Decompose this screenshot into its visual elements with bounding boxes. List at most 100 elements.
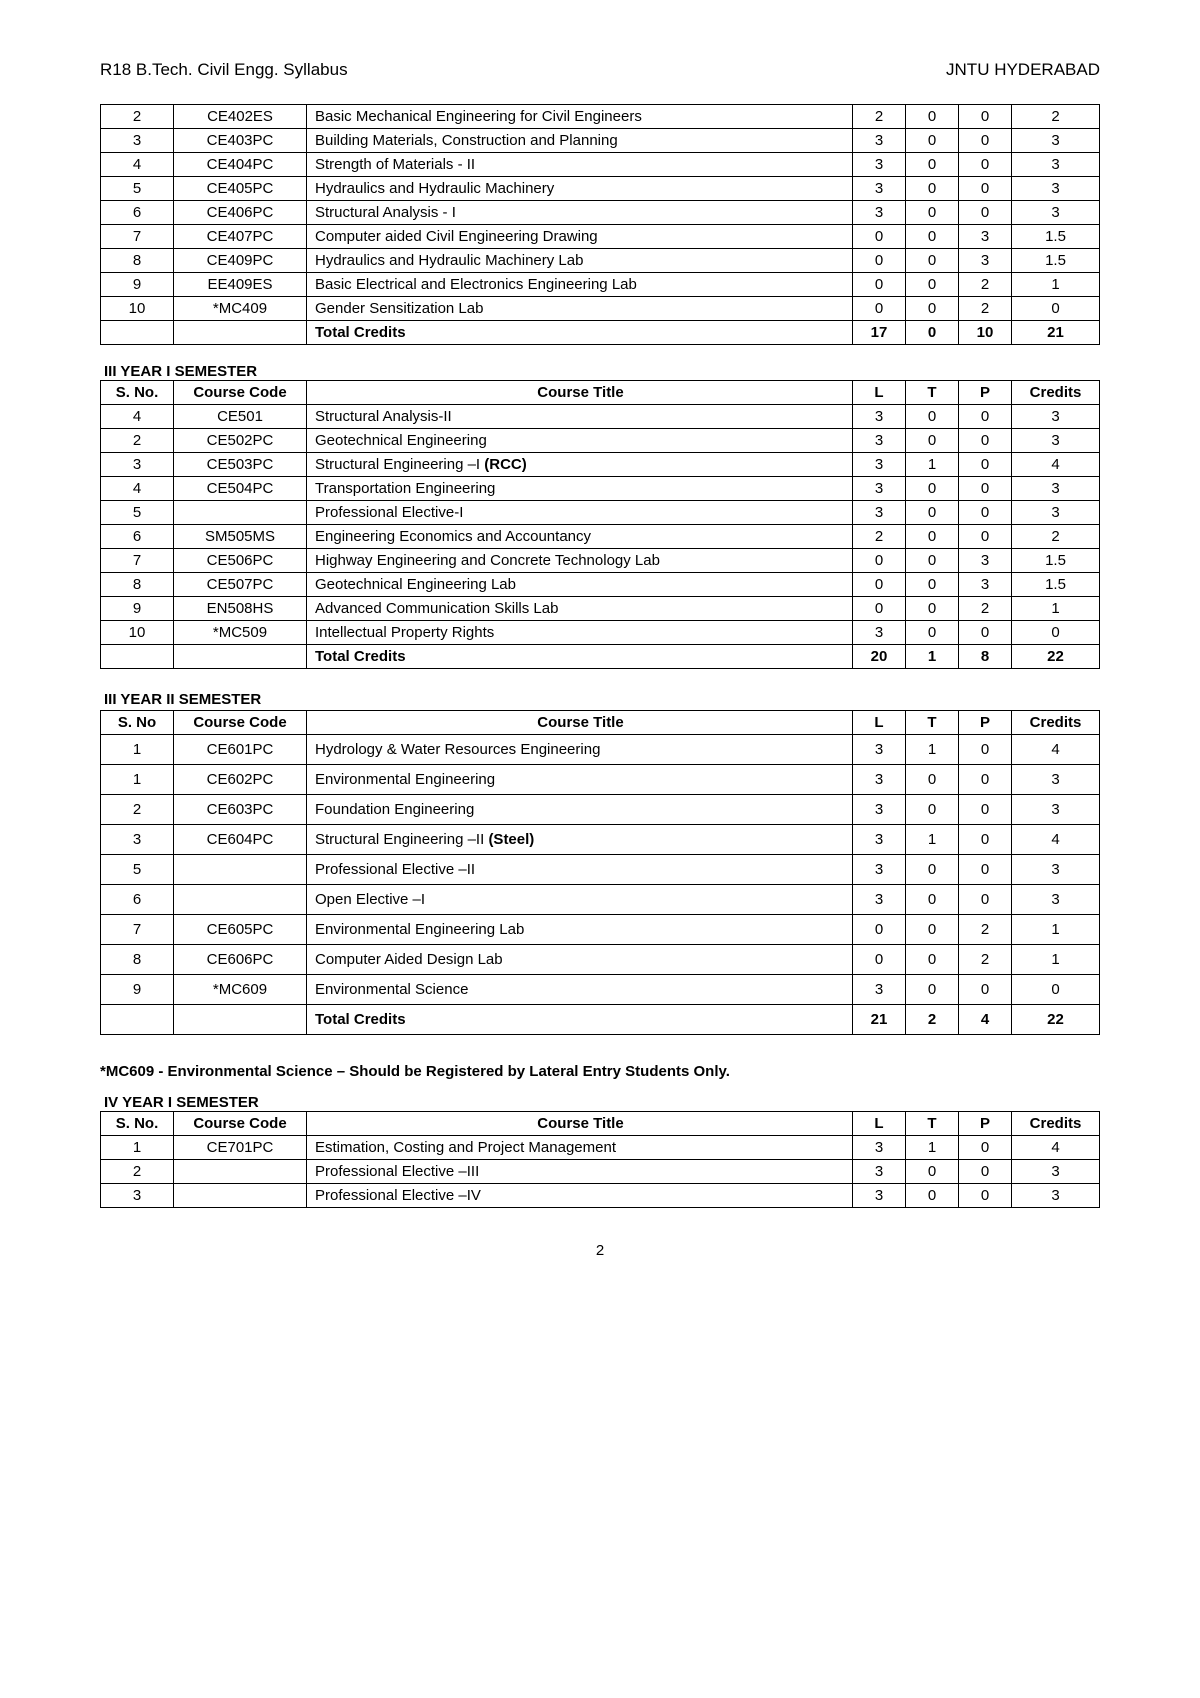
total-l: 20 <box>853 645 906 669</box>
total-row: Total Credits201822 <box>101 645 1100 669</box>
cell-p: 0 <box>959 1160 1012 1184</box>
cell-sno: 7 <box>101 225 174 249</box>
cell-p: 3 <box>959 249 1012 273</box>
cell-c: 4 <box>1012 1136 1100 1160</box>
cell-title: Basic Mechanical Engineering for Civil E… <box>307 105 853 129</box>
table-row: 3Professional Elective –IV3003 <box>101 1184 1100 1208</box>
cell-l: 2 <box>853 525 906 549</box>
cell-l: 3 <box>853 129 906 153</box>
total-l: 17 <box>853 321 906 345</box>
cell-sno: 3 <box>101 129 174 153</box>
cell-p: 0 <box>959 129 1012 153</box>
total-label: Total Credits <box>307 645 853 669</box>
cell-t: 0 <box>906 273 959 297</box>
cell-l: 3 <box>853 405 906 429</box>
cell-t: 1 <box>906 453 959 477</box>
table-row: 10*MC509Intellectual Property Rights3000 <box>101 621 1100 645</box>
table-row: 1CE701PCEstimation, Costing and Project … <box>101 1136 1100 1160</box>
table-row: 6SM505MSEngineering Economics and Accoun… <box>101 525 1100 549</box>
col-p-header: P <box>959 381 1012 405</box>
cell-code: CE604PC <box>174 825 307 855</box>
cell-title: Hydraulics and Hydraulic Machinery Lab <box>307 249 853 273</box>
cell-l: 3 <box>853 453 906 477</box>
cell-c: 0 <box>1012 297 1100 321</box>
cell-sno: 2 <box>101 795 174 825</box>
cell-sno: 3 <box>101 453 174 477</box>
cell-c: 3 <box>1012 429 1100 453</box>
cell-p: 0 <box>959 975 1012 1005</box>
table-1: 2 CE402ESBasic Mechanical Engineering for… <box>100 104 1100 345</box>
col-l-header: L <box>853 1112 906 1136</box>
cell-t: 0 <box>906 105 959 129</box>
cell-sno: 8 <box>101 573 174 597</box>
cell-l: 3 <box>853 825 906 855</box>
cell-title: Geotechnical Engineering <box>307 429 853 453</box>
cell-code: CE405PC <box>174 177 307 201</box>
cell-l: 3 <box>853 621 906 645</box>
cell-p: 2 <box>959 297 1012 321</box>
cell-l: 3 <box>853 1184 906 1208</box>
cell-t: 0 <box>906 885 959 915</box>
header-right: JNTU HYDERABAD <box>946 60 1100 80</box>
table-row: 2CE402ESBasic Mechanical Engineering for… <box>101 105 1100 129</box>
cell-code: CE605PC <box>174 915 307 945</box>
cell-l: 3 <box>853 201 906 225</box>
table-row: 7CE605PCEnvironmental Engineering Lab002… <box>101 915 1100 945</box>
cell-t: 0 <box>906 153 959 177</box>
cell-p: 2 <box>959 915 1012 945</box>
cell-t: 0 <box>906 477 959 501</box>
cell-sno: 6 <box>101 525 174 549</box>
cell-code: EN508HS <box>174 597 307 621</box>
cell-t: 1 <box>906 1136 959 1160</box>
cell-t: 0 <box>906 501 959 525</box>
cell-title: Structural Engineering –II (Steel) <box>307 825 853 855</box>
title-text: Structural Engineering –II <box>315 831 488 848</box>
col-sno-header: S. No <box>101 711 174 735</box>
table-row: 8CE507PCGeotechnical Engineering Lab0031… <box>101 573 1100 597</box>
cell-title: Environmental Science <box>307 975 853 1005</box>
cell-p: 0 <box>959 177 1012 201</box>
table-row: 1CE601PCHydrology & Water Resources Engi… <box>101 735 1100 765</box>
total-p: 10 <box>959 321 1012 345</box>
cell-l: 3 <box>853 177 906 201</box>
cell-code: CE504PC <box>174 477 307 501</box>
cell-title: Strength of Materials - II <box>307 153 853 177</box>
cell-sno <box>101 1005 174 1035</box>
cell-sno: 3 <box>101 1184 174 1208</box>
cell-p: 3 <box>959 573 1012 597</box>
cell-p: 0 <box>959 105 1012 129</box>
title-bold: (RCC) <box>484 456 527 473</box>
cell-p: 0 <box>959 795 1012 825</box>
cell-l: 3 <box>853 1136 906 1160</box>
cell-title: Hydrology & Water Resources Engineering <box>307 735 853 765</box>
cell-p: 3 <box>959 225 1012 249</box>
cell-code: CE602PC <box>174 765 307 795</box>
total-t: 0 <box>906 321 959 345</box>
cell-p: 0 <box>959 855 1012 885</box>
cell-sno: 1 <box>101 765 174 795</box>
cell-c: 3 <box>1012 129 1100 153</box>
cell-title: Advanced Communication Skills Lab <box>307 597 853 621</box>
cell-sno: 3 <box>101 825 174 855</box>
table-row: 4CE504PCTransportation Engineering3003 <box>101 477 1100 501</box>
total-row: Total Credits212422 <box>101 1005 1100 1035</box>
cell-p: 0 <box>959 621 1012 645</box>
cell-code: CE402ES <box>174 105 307 129</box>
cell-t: 0 <box>906 429 959 453</box>
header-left: R18 B.Tech. Civil Engg. Syllabus <box>100 60 348 80</box>
cell-code: *MC609 <box>174 975 307 1005</box>
page-header: R18 B.Tech. Civil Engg. Syllabus JNTU HY… <box>100 60 1100 80</box>
col-p-header: P <box>959 1112 1012 1136</box>
cell-l: 0 <box>853 225 906 249</box>
cell-c: 3 <box>1012 1184 1100 1208</box>
cell-code: CE409PC <box>174 249 307 273</box>
cell-title: Highway Engineering and Concrete Technol… <box>307 549 853 573</box>
cell-sno: 10 <box>101 621 174 645</box>
table-row: 2Professional Elective –III3003 <box>101 1160 1100 1184</box>
table-row: 9*MC609Environmental Science3000 <box>101 975 1100 1005</box>
cell-sno: 7 <box>101 549 174 573</box>
section2-heading: III YEAR I SEMESTER <box>100 363 1100 380</box>
cell-l: 3 <box>853 735 906 765</box>
cell-t: 0 <box>906 975 959 1005</box>
cell-code <box>174 321 307 345</box>
